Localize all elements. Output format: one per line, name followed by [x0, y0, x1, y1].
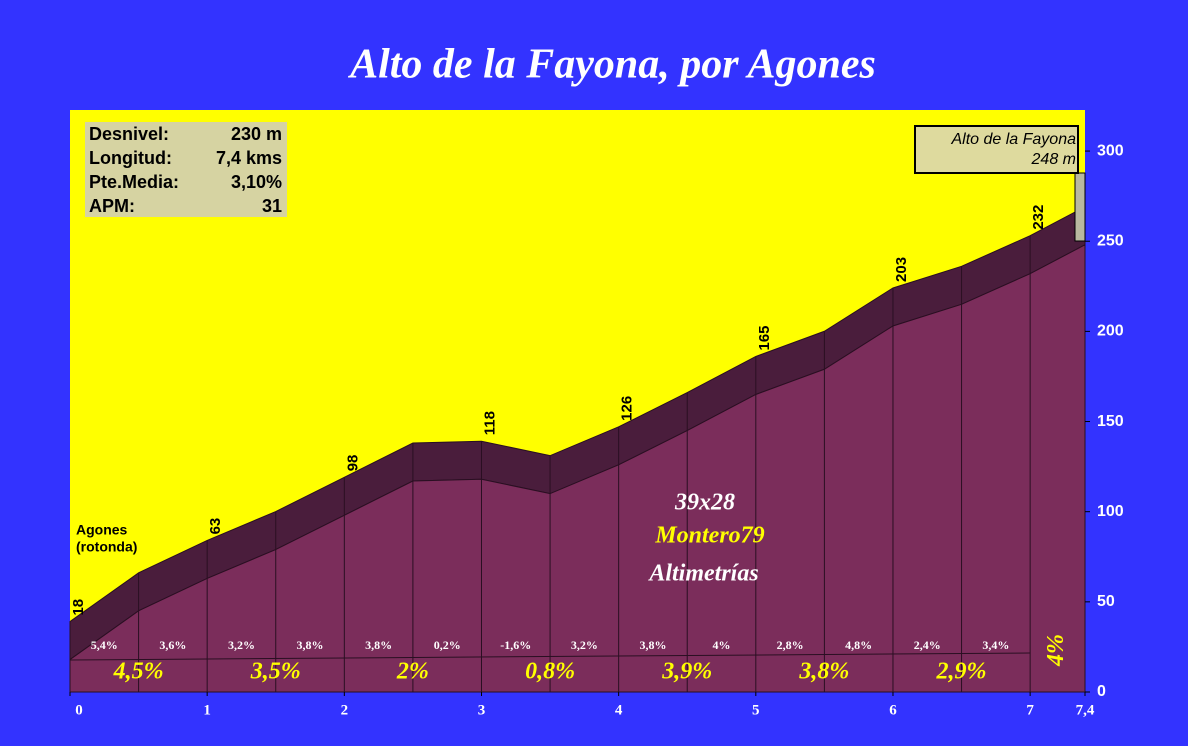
stat-value: 3,10%: [231, 172, 282, 192]
km-grade-label: 4,5%: [113, 659, 164, 685]
band-line: [69, 652, 1031, 661]
y-tick-label: 100: [1097, 503, 1124, 520]
stat-value: 7,4 kms: [216, 148, 282, 168]
stat-name: APM:: [89, 196, 135, 216]
segment-grade-label: 4%: [713, 638, 731, 652]
x-tick-label: 5: [752, 702, 760, 718]
km-grade-label: 2%: [396, 659, 429, 685]
stat-value: 230 m: [231, 124, 282, 144]
segment-grade-label: 4,8%: [845, 638, 872, 652]
x-tick-label: 7: [1026, 702, 1034, 718]
stat-name: Desnivel:: [89, 124, 169, 144]
x-tick-label: 6: [889, 702, 897, 718]
x-tick-label: 2: [341, 702, 349, 718]
start-annotation: (rotonda): [76, 539, 137, 555]
km-grade-label: 0,8%: [525, 659, 575, 685]
km-grade-label: 4%: [1043, 634, 1069, 667]
y-tick-label: 0: [1097, 683, 1106, 700]
elevation-label: 118: [481, 411, 498, 435]
summit-post: [1074, 172, 1086, 242]
elevation-label: 126: [619, 396, 636, 421]
stats-box: [85, 122, 287, 217]
km-grade-label: 3,9%: [661, 659, 712, 685]
y-tick-label: 300: [1097, 142, 1124, 159]
segment-grade-label: 3,8%: [297, 638, 324, 652]
segment-grade-label: 3,8%: [365, 638, 392, 652]
summit-name: Alto de la Fayona: [950, 131, 1076, 148]
segment-grade-label: 3,4%: [982, 638, 1009, 652]
segment-grade-label: 3,2%: [571, 638, 598, 652]
elevation-label: 63: [207, 518, 224, 535]
x-tick-label: 1: [203, 702, 211, 718]
watermark: 39x28: [674, 490, 735, 516]
watermark: Montero79: [654, 523, 764, 549]
segment-grade-label: 2,4%: [914, 638, 941, 652]
stat-value: 31: [262, 196, 282, 216]
km-grade-label: 2,9%: [936, 659, 987, 685]
y-tick-label: 200: [1097, 323, 1124, 340]
summit-elevation: 248 m: [1031, 151, 1076, 168]
segment-grade-label: 2,8%: [777, 638, 804, 652]
segment-grade-label: 0,2%: [434, 638, 461, 652]
stat-name: Longitud:: [89, 148, 172, 168]
stat-name: Pte.Media:: [89, 172, 179, 192]
x-tick-label: 0: [75, 702, 83, 718]
segment-grade-label: -1,6%: [500, 638, 531, 652]
segment-grade-label: 3,8%: [639, 638, 666, 652]
km-grade-label: 3,5%: [250, 659, 301, 685]
start-annotation: Agones: [76, 522, 128, 538]
y-tick-label: 50: [1097, 593, 1115, 610]
km-grade-label: 3,8%: [798, 659, 849, 685]
elevation-label: 98: [344, 455, 361, 472]
elevation-label: 165: [756, 325, 773, 350]
chart-title: Alto de la Fayona, por Agones: [347, 42, 876, 88]
elevation-label: 18: [70, 599, 87, 616]
x-tick-label: 3: [478, 702, 486, 718]
y-tick-label: 150: [1097, 413, 1124, 430]
x-tick-label: 7,4: [1076, 702, 1095, 718]
elevation-label: 203: [893, 257, 910, 282]
segment-grade-label: 3,6%: [159, 638, 186, 652]
y-tick-label: 250: [1097, 232, 1124, 249]
segment-grade-label: 5,4%: [91, 638, 118, 652]
watermark: Altimetrías: [647, 561, 758, 587]
segment-grade-label: 3,2%: [228, 638, 255, 652]
x-tick-label: 4: [615, 702, 623, 718]
elevation-label: 232: [1030, 205, 1047, 230]
summit-box: [914, 125, 1079, 174]
